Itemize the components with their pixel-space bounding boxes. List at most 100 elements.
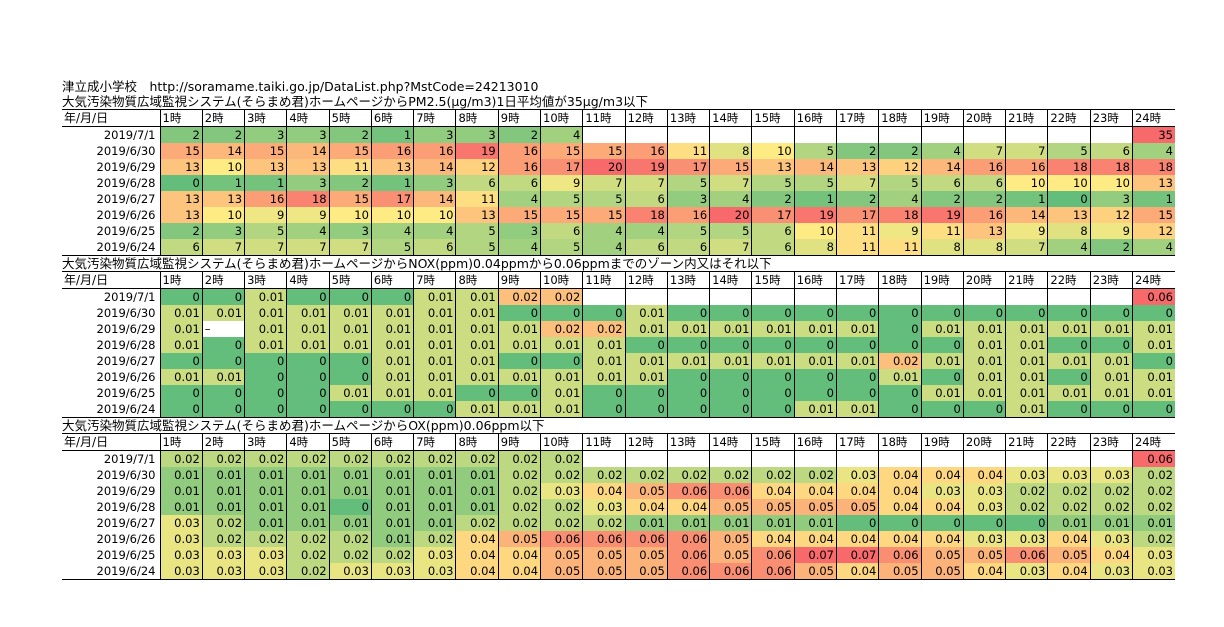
value-cell: 3: [413, 175, 456, 191]
value-cell: 0.01: [835, 353, 879, 369]
value-cell: 0.04: [920, 531, 964, 547]
value-cell: 0: [1005, 515, 1048, 531]
value-cell: 0: [159, 353, 203, 369]
value-cell: 0: [624, 385, 668, 401]
value-cell: 0.01: [244, 288, 287, 305]
hour-header-16: 16時: [793, 109, 837, 127]
hour-header-2: 2時: [201, 271, 245, 289]
value-cell: 0.03: [1131, 563, 1175, 580]
value-cell: 0.02: [328, 531, 372, 547]
value-cell: 15: [1131, 207, 1175, 223]
value-cell: 0.01: [328, 305, 372, 321]
value-cell: 0.02: [1005, 499, 1048, 515]
value-cell: 10: [201, 207, 245, 223]
value-cell: 4: [286, 223, 330, 239]
value-cell: 0.02: [878, 353, 922, 369]
value-cell: 15: [328, 191, 372, 207]
hour-header-10: 10時: [540, 271, 583, 289]
value-cell: 0.01: [1047, 515, 1091, 531]
value-cell: 0: [201, 337, 245, 353]
hour-header-14: 14時: [709, 271, 752, 289]
value-cell: 0.01: [328, 337, 372, 353]
value-cell: 0.01: [1005, 401, 1048, 418]
value-cell: 1: [1131, 191, 1175, 207]
value-cell: 0.02: [497, 288, 541, 305]
value-cell: 16: [497, 143, 541, 159]
hour-header-5: 5時: [328, 271, 372, 289]
value-cell: 15: [582, 143, 626, 159]
value-cell: 10: [1047, 175, 1091, 191]
value-cell: 0: [286, 353, 330, 369]
value-cell: 0: [666, 401, 710, 418]
hour-header-9: 9時: [497, 109, 541, 127]
value-cell: 0.04: [920, 499, 964, 515]
value-cell: 0.06: [751, 547, 795, 563]
value-cell: 4: [878, 191, 922, 207]
value-cell: 12: [1131, 223, 1175, 239]
value-cell: 0.03: [1131, 547, 1175, 563]
hour-header-14: 14時: [709, 433, 752, 451]
value-cell: 0.01: [244, 337, 287, 353]
value-cell: [835, 288, 879, 305]
value-cell: 2: [201, 126, 245, 143]
value-cell: 7: [1005, 143, 1048, 159]
value-cell: 0.01: [413, 353, 456, 369]
value-cell: 7: [286, 239, 330, 256]
value-cell: 16: [497, 159, 541, 175]
hour-header-23: 23時: [1089, 433, 1133, 451]
hour-header-4: 4時: [286, 109, 330, 127]
hour-header-4: 4時: [286, 271, 330, 289]
value-cell: 0.01: [159, 467, 203, 483]
value-cell: 5: [878, 175, 922, 191]
value-cell: 0.04: [920, 467, 964, 483]
value-cell: 6: [751, 223, 795, 239]
value-cell: 0.01: [244, 483, 287, 499]
value-cell: 0.01: [455, 369, 499, 385]
value-cell: 4: [413, 223, 456, 239]
value-cell: 14: [413, 191, 456, 207]
value-cell: 12: [878, 159, 922, 175]
value-cell: 5: [793, 175, 837, 191]
value-cell: 0.01: [413, 337, 456, 353]
value-cell: 0.01: [370, 499, 414, 515]
value-cell: [624, 288, 668, 305]
value-cell: [920, 450, 964, 467]
value-cell: 0: [1005, 305, 1048, 321]
table-row: 2019/6/26 0.03 0.02 0.02 0.02 0.02 0.01 0.02 0.0…: [62, 531, 1175, 547]
date-column-header: 年/月/日: [62, 109, 160, 127]
value-cell: 0: [624, 337, 668, 353]
value-cell: 13: [370, 159, 414, 175]
section-title-pm25: 大気汚染物質広域監視システム(そらまめ君)ホームページからPM2.5(μg/m3…: [62, 94, 649, 109]
value-cell: [1089, 288, 1133, 305]
value-cell: 6: [497, 175, 541, 191]
value-cell: 0.01: [244, 305, 287, 321]
value-cell: 0: [328, 401, 372, 418]
value-cell: 0: [835, 385, 879, 401]
value-cell: 0: [835, 337, 879, 353]
value-cell: 0: [835, 369, 879, 385]
value-cell: 0: [878, 305, 922, 321]
value-cell: 17: [835, 207, 879, 223]
row-date: 2019/7/1: [103, 451, 156, 466]
hour-header-11: 11時: [582, 271, 626, 289]
value-cell: 0.03: [835, 467, 879, 483]
value-cell: 18: [1047, 159, 1091, 175]
header-row: 年/月/日 1時 2時 3時 4時 5時 6時 7時 8時 9時 10時 11時 12時 13時 14時 15…: [62, 109, 1175, 127]
value-cell: 0.01: [582, 353, 626, 369]
value-cell: 0: [878, 385, 922, 401]
value-cell: 0.01: [1005, 369, 1048, 385]
value-cell: 0.03: [201, 563, 245, 580]
value-cell: 11: [666, 143, 710, 159]
value-cell: 0.02: [286, 531, 330, 547]
value-cell: 0.06: [666, 547, 710, 563]
value-cell: 15: [709, 159, 752, 175]
value-cell: 0.01: [455, 467, 499, 483]
value-cell: 0.02: [1005, 483, 1048, 499]
hour-header-22: 22時: [1047, 109, 1091, 127]
value-cell: 17: [370, 191, 414, 207]
value-cell: 0.01: [159, 305, 203, 321]
row-date: 2019/6/30: [96, 305, 156, 320]
value-cell: 0.03: [582, 499, 626, 515]
value-cell: 2: [497, 126, 541, 143]
hour-header-7: 7時: [413, 271, 456, 289]
